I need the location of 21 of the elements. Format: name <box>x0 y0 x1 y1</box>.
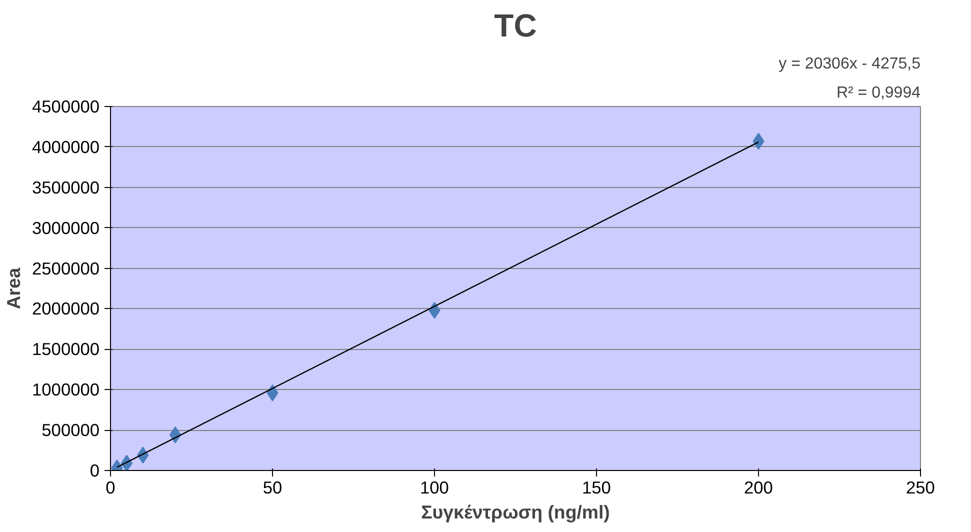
x-tick-label: 100 <box>420 478 449 498</box>
y-axis-title: Area <box>3 267 24 310</box>
x-tick-label: 50 <box>262 478 282 498</box>
y-tick-label: 1000000 <box>32 380 100 400</box>
y-tick-label: 1500000 <box>32 339 100 360</box>
y-tick-label: 2000000 <box>32 298 100 319</box>
x-tick-label: 250 <box>906 478 935 498</box>
x-tick-label: 0 <box>106 478 116 498</box>
text: y = 20306x - 4275,5 <box>778 56 921 72</box>
y-tick-label: 4000000 <box>32 136 100 157</box>
y-tick-label: 3500000 <box>32 177 100 198</box>
x-axis-title: Συγκέντρωση (ng/ml) <box>421 502 610 522</box>
text: R² = 0,9994 <box>836 84 921 102</box>
chart-title: TC <box>494 8 537 44</box>
y-tick-label: 3000000 <box>32 218 100 238</box>
x-tick-label: 200 <box>744 478 773 498</box>
y-tick-label: 2500000 <box>32 258 100 278</box>
y-tick-label: 500000 <box>42 420 100 440</box>
x-tick-label: 150 <box>582 478 611 498</box>
y-tick-label: 0 <box>90 460 100 480</box>
y-tick-label: 4500000 <box>32 96 100 116</box>
